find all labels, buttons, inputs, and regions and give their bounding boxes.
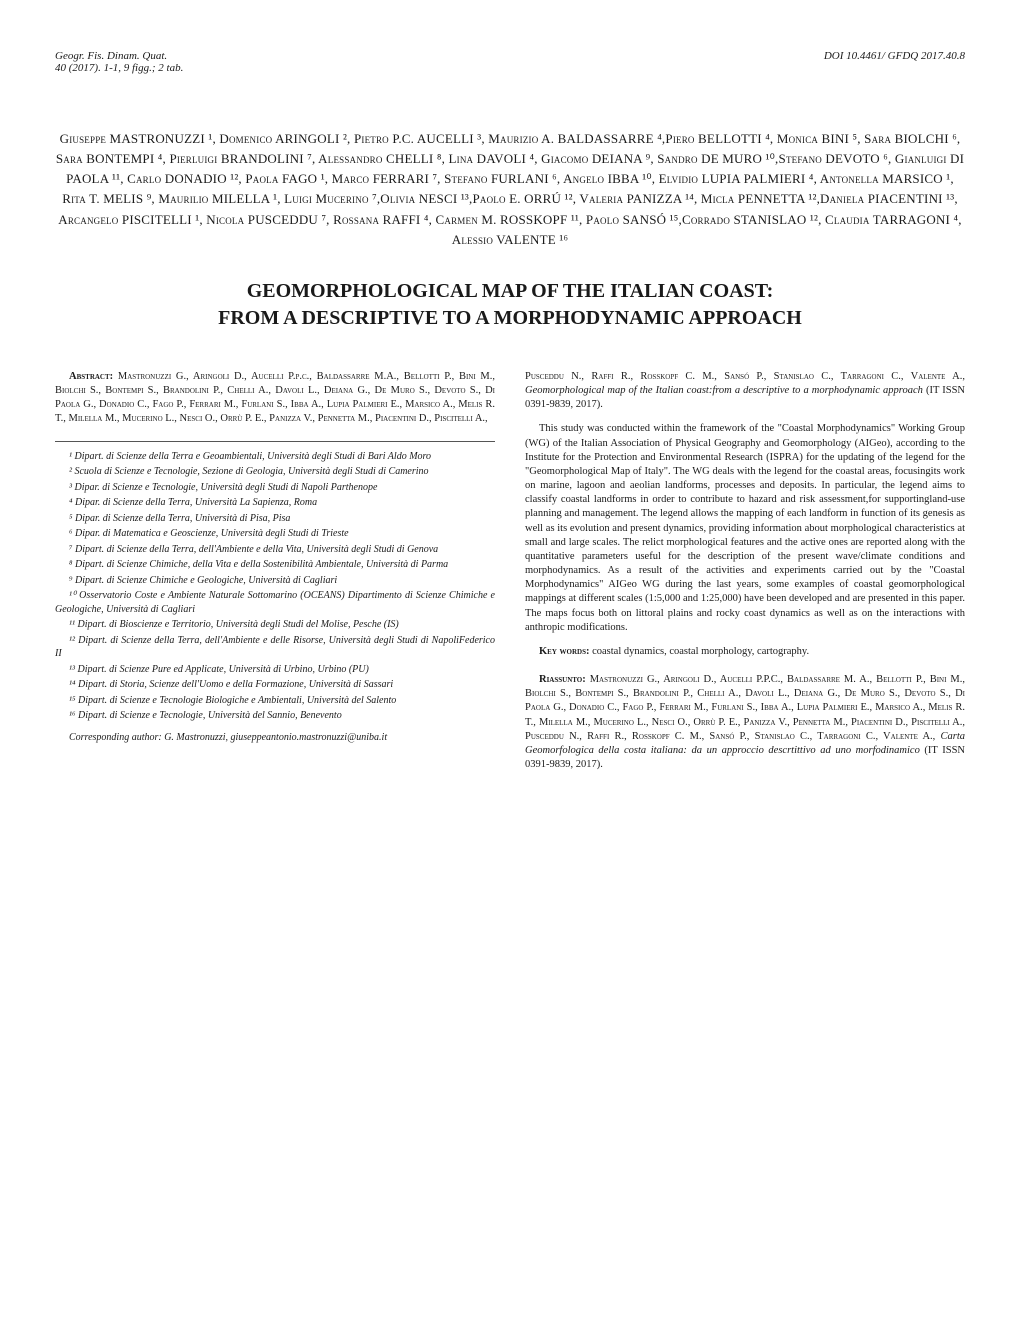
affiliation: ¹² Dipart. di Scienze della Terra, dell'…: [55, 634, 495, 661]
affiliations-block: ¹ Dipart. di Scienze della Terra e Geoam…: [55, 450, 495, 745]
keywords-label: Key words:: [539, 646, 589, 657]
corresponding-author: Corresponding author: G. Mastronuzzi, gi…: [55, 731, 495, 745]
citation-title: Geomorphological map of the Italian coas…: [525, 385, 923, 396]
affiliation: ¹⁶ Dipart. di Scienze e Tecnologie, Univ…: [55, 709, 495, 723]
affiliation: ¹¹ Dipart. di Bioscienze e Territorio, U…: [55, 618, 495, 632]
journal-line1: Geogr. Fis. Dinam. Quat.: [55, 50, 183, 62]
affiliation: ⁸ Dipart. di Scienze Chimiche, della Vit…: [55, 558, 495, 572]
abstract-label: Abstract:: [69, 371, 113, 382]
affiliation: ⁶ Dipar. di Matematica e Geoscienze, Uni…: [55, 527, 495, 541]
header-row: Geogr. Fis. Dinam. Quat. 40 (2017). 1-1,…: [55, 50, 965, 74]
affiliation: ⁴ Dipar. di Scienze della Terra, Univers…: [55, 496, 495, 510]
keywords-text: coastal dynamics, coastal morphology, ca…: [589, 646, 809, 657]
affiliation: ¹³ Dipart. di Scienze Pure ed Applicate,…: [55, 663, 495, 677]
riassunto-authors: Mastronuzzi G., Aringoli D., Aucelli P.P…: [525, 674, 965, 742]
left-column: Abstract: Mastronuzzi G., Aringoli D., A…: [55, 370, 495, 774]
title-line2: FROM A DESCRIPTIVE TO A MORPHODYNAMIC AP…: [55, 305, 965, 332]
affiliation: ⁵ Dipar. di Scienze della Terra, Univers…: [55, 512, 495, 526]
citation-authors-cont: Pusceddu N., Raffi R., Rosskopf C. M., S…: [525, 371, 965, 382]
affiliation: ¹⁴ Dipart. di Storia, Scienze dell'Uomo …: [55, 678, 495, 692]
abstract-paragraph: Abstract: Mastronuzzi G., Aringoli D., A…: [55, 370, 495, 427]
citation-continuation: Pusceddu N., Raffi R., Rosskopf C. M., S…: [525, 370, 965, 413]
affiliation: ¹ Dipart. di Scienze della Terra e Geoam…: [55, 450, 495, 464]
affiliation: ⁹ Dipart. di Scienze Chimiche e Geologic…: [55, 574, 495, 588]
journal-line2: 40 (2017). 1-1, 9 figg.; 2 tab.: [55, 62, 183, 74]
affiliation: ² Scuola di Scienze e Tecnologie, Sezion…: [55, 465, 495, 479]
abstract-body: This study was conducted within the fram…: [525, 422, 965, 635]
affiliation: ⁷ Dipart. di Scienze della Terra, dell'A…: [55, 543, 495, 557]
affiliation: ³ Dipar. di Scienze e Tecnologie, Univer…: [55, 481, 495, 495]
journal-info: Geogr. Fis. Dinam. Quat. 40 (2017). 1-1,…: [55, 50, 183, 74]
two-column-body: Abstract: Mastronuzzi G., Aringoli D., A…: [55, 370, 965, 774]
right-column: Pusceddu N., Raffi R., Rosskopf C. M., S…: [525, 370, 965, 774]
authors-block: Giuseppe MASTRONUZZI ¹, Domenico ARINGOL…: [55, 129, 965, 250]
title-line1: GEOMORPHOLOGICAL MAP OF THE ITALIAN COAS…: [55, 278, 965, 305]
riassunto-paragraph: Riassunto: Mastronuzzi G., Aringoli D., …: [525, 673, 965, 772]
article-title: GEOMORPHOLOGICAL MAP OF THE ITALIAN COAS…: [55, 278, 965, 332]
doi: DOI 10.4461/ GFDQ 2017.40.8: [824, 50, 965, 74]
affiliation: ¹⁰ Osservatorio Coste e Ambiente Natural…: [55, 589, 495, 616]
riassunto-label: Riassunto:: [539, 674, 586, 685]
page: Geogr. Fis. Dinam. Quat. 40 (2017). 1-1,…: [55, 50, 965, 774]
keywords-line: Key words: coastal dynamics, coastal mor…: [525, 645, 965, 659]
abstract-authors: Mastronuzzi G., Aringoli D., Aucelli P.p…: [55, 371, 495, 425]
affiliation: ¹⁵ Dipart. di Scienze e Tecnologie Biolo…: [55, 694, 495, 708]
footnote-divider: [55, 441, 495, 442]
